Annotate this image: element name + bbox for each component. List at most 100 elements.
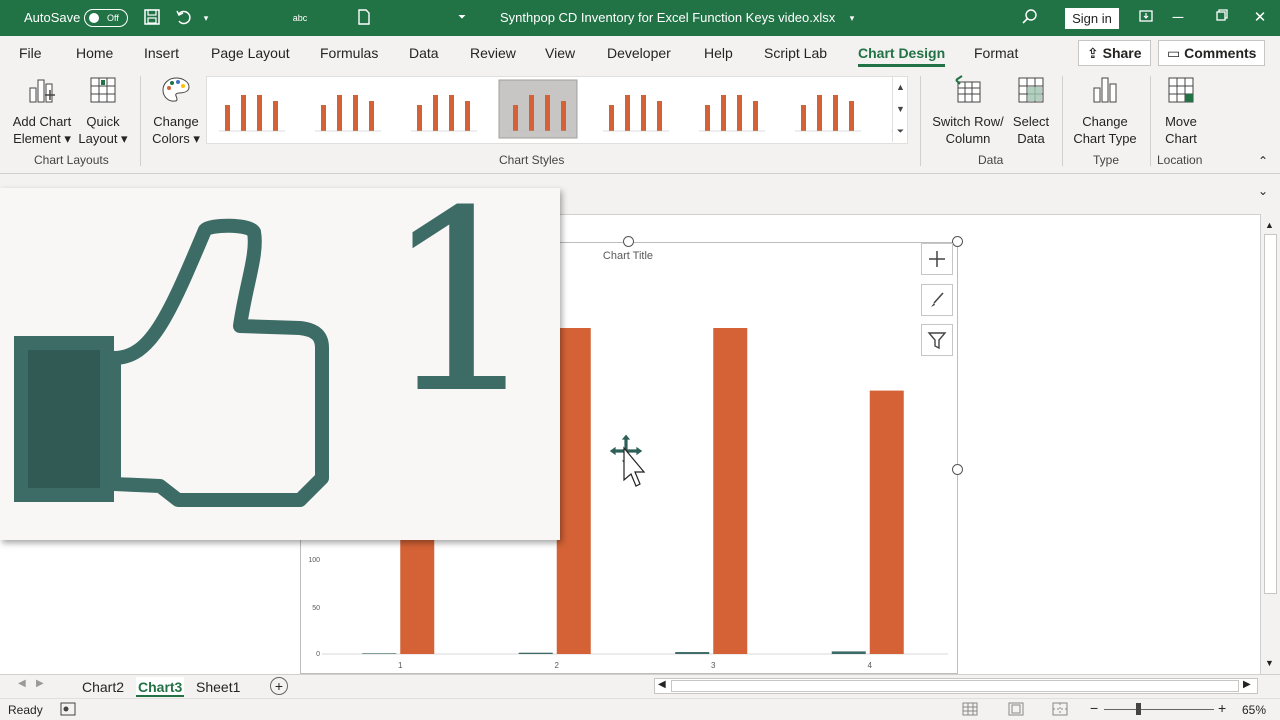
customize-toolbar-icon[interactable]: ⏷ — [458, 12, 466, 23]
switch-row-column-button[interactable]: Switch Row/ Column — [928, 74, 1008, 147]
tab-data[interactable]: Data — [409, 45, 439, 61]
styles-scroll-down-icon[interactable]: ▼ — [892, 98, 908, 120]
resize-handle-right[interactable] — [952, 464, 963, 475]
styles-more-icon[interactable]: ⏷ — [892, 120, 908, 142]
new-document-icon[interactable] — [354, 8, 374, 28]
tab-format[interactable]: Format — [974, 45, 1019, 61]
undo-icon[interactable] — [174, 8, 194, 28]
chart-elements-button[interactable] — [921, 243, 953, 275]
overlay-number: 1 — [382, 157, 542, 448]
zoom-in-icon[interactable]: + — [1218, 700, 1227, 716]
brush-icon — [931, 292, 944, 307]
page-break-view-icon[interactable] — [1052, 702, 1068, 719]
tab-script-lab[interactable]: Script Lab — [764, 45, 828, 61]
style-thumb-bar — [625, 95, 630, 131]
share-icon: ⇪ — [1087, 45, 1103, 61]
comments-button[interactable]: ▭ Comments — [1158, 40, 1266, 66]
share-button[interactable]: ⇪ Share — [1078, 40, 1151, 66]
style-thumb-bar — [465, 101, 470, 131]
tab-file[interactable]: File — [19, 45, 42, 61]
style-thumb-bar — [417, 105, 422, 131]
tab-home[interactable]: Home — [76, 45, 114, 61]
tab-chart-design[interactable]: Chart Design — [858, 45, 946, 67]
collapse-ribbon-icon[interactable]: ⌃ — [1258, 154, 1269, 168]
styles-scroll-up-icon[interactable]: ▲ — [892, 76, 908, 98]
sheet-tab-chart3[interactable]: Chart3 — [136, 677, 185, 697]
scroll-right-icon[interactable]: ▶ — [1243, 679, 1251, 690]
autosave-state: Off — [107, 13, 119, 23]
chart-style-thumbnails — [219, 79, 893, 139]
comments-label: Comments — [1184, 45, 1257, 61]
spelling-icon[interactable]: abc — [292, 13, 308, 23]
change-chart-type-button[interactable]: Change Chart Type — [1068, 74, 1142, 147]
chart-styles-button[interactable] — [921, 284, 953, 316]
resize-handle-top[interactable] — [623, 236, 634, 247]
comment-icon: ▭ — [1167, 45, 1185, 61]
zoom-slider-thumb[interactable] — [1135, 703, 1141, 715]
add-sheet-icon[interactable]: + — [270, 677, 288, 695]
plus-icon — [929, 251, 945, 267]
minimize-icon[interactable]: ─ — [1172, 9, 1184, 26]
move-chart-button[interactable]: Move Chart — [1156, 74, 1206, 147]
style-thumb-bar — [273, 101, 278, 131]
macro-record-icon[interactable] — [60, 702, 76, 719]
zoom-out-icon[interactable]: − — [1090, 700, 1099, 716]
sheet-tab-chart2[interactable]: Chart2 — [82, 679, 125, 695]
ribbon-display-icon[interactable] — [1136, 8, 1156, 28]
scroll-left-icon[interactable]: ◀ — [658, 679, 666, 690]
style-thumb-bar — [545, 95, 550, 131]
tab-view[interactable]: View — [545, 45, 576, 61]
tab-review[interactable]: Review — [470, 45, 516, 61]
autosave-toggle[interactable]: Off — [84, 9, 128, 27]
select-data-button[interactable]: Select Data — [1008, 74, 1054, 147]
quick-layout-button[interactable]: Quick Layout ▾ — [74, 74, 132, 147]
location-group-label: Location — [1157, 153, 1203, 167]
tab-developer[interactable]: Developer — [607, 45, 671, 61]
normal-view-icon[interactable] — [962, 702, 978, 719]
h-scroll-thumb[interactable] — [671, 680, 1239, 692]
style-thumb-bar — [801, 105, 806, 131]
style-thumb-bar — [529, 95, 534, 131]
title-dropdown-icon[interactable]: ▾ — [849, 13, 855, 23]
select-data-icon — [1018, 77, 1044, 103]
search-icon[interactable] — [1020, 8, 1040, 28]
zoom-level[interactable]: 65% — [1242, 703, 1267, 717]
style-thumb-bar — [753, 101, 758, 131]
expand-icon[interactable]: ⌄ — [1258, 184, 1269, 198]
tab-help[interactable]: Help — [704, 45, 733, 61]
add-chart-element-button[interactable]: Add Chart Element ▾ — [10, 74, 74, 147]
close-icon[interactable]: ✕ — [1253, 9, 1267, 26]
save-icon[interactable] — [142, 8, 162, 28]
chart-filters-button[interactable] — [921, 324, 953, 356]
chart-styles-gallery — [206, 76, 908, 144]
restore-icon[interactable] — [1212, 8, 1232, 28]
tab-formulas[interactable]: Formulas — [320, 45, 379, 61]
horizontal-scrollbar[interactable]: ◀ ▶ — [654, 678, 1258, 694]
thumbs-up-overlay: 1 — [0, 178, 560, 540]
style-thumb-bar — [657, 101, 662, 131]
sign-in-button[interactable]: Sign in — [1065, 8, 1119, 29]
style-thumb-bar — [321, 105, 326, 131]
toggle-knob — [89, 13, 99, 23]
zoom-slider[interactable] — [1104, 709, 1214, 710]
change-colors-button[interactable]: Change Colors ▾ — [146, 74, 206, 147]
move-chart-icon — [1168, 77, 1194, 103]
prev-sheet-icon[interactable]: ◀ — [18, 678, 26, 689]
resize-handle-top-right[interactable] — [952, 236, 963, 247]
scroll-down-icon[interactable]: ▼ — [1265, 658, 1274, 668]
chart-title[interactable]: Chart Title — [602, 250, 654, 262]
undo-dropdown-icon[interactable]: ▾ — [203, 13, 209, 23]
tab-insert[interactable]: Insert — [144, 45, 180, 61]
next-sheet-icon[interactable]: ▶ — [36, 678, 44, 689]
scroll-up-icon[interactable]: ▲ — [1265, 220, 1274, 230]
sheet-tab-sheet1[interactable]: Sheet1 — [196, 679, 241, 695]
style-thumb-bar — [561, 101, 566, 131]
add-chart-element-label: Add Chart Element ▾ — [12, 114, 72, 146]
tab-page-layout[interactable]: Page Layout — [211, 45, 290, 61]
style-thumb-bar — [337, 95, 342, 131]
vertical-scrollbar[interactable]: ▲ ▼ — [1260, 214, 1280, 674]
palette-icon — [162, 77, 190, 102]
page-layout-view-icon[interactable] — [1008, 702, 1024, 719]
scroll-thumb[interactable] — [1264, 234, 1277, 594]
change-chart-type-icon — [1093, 77, 1117, 103]
